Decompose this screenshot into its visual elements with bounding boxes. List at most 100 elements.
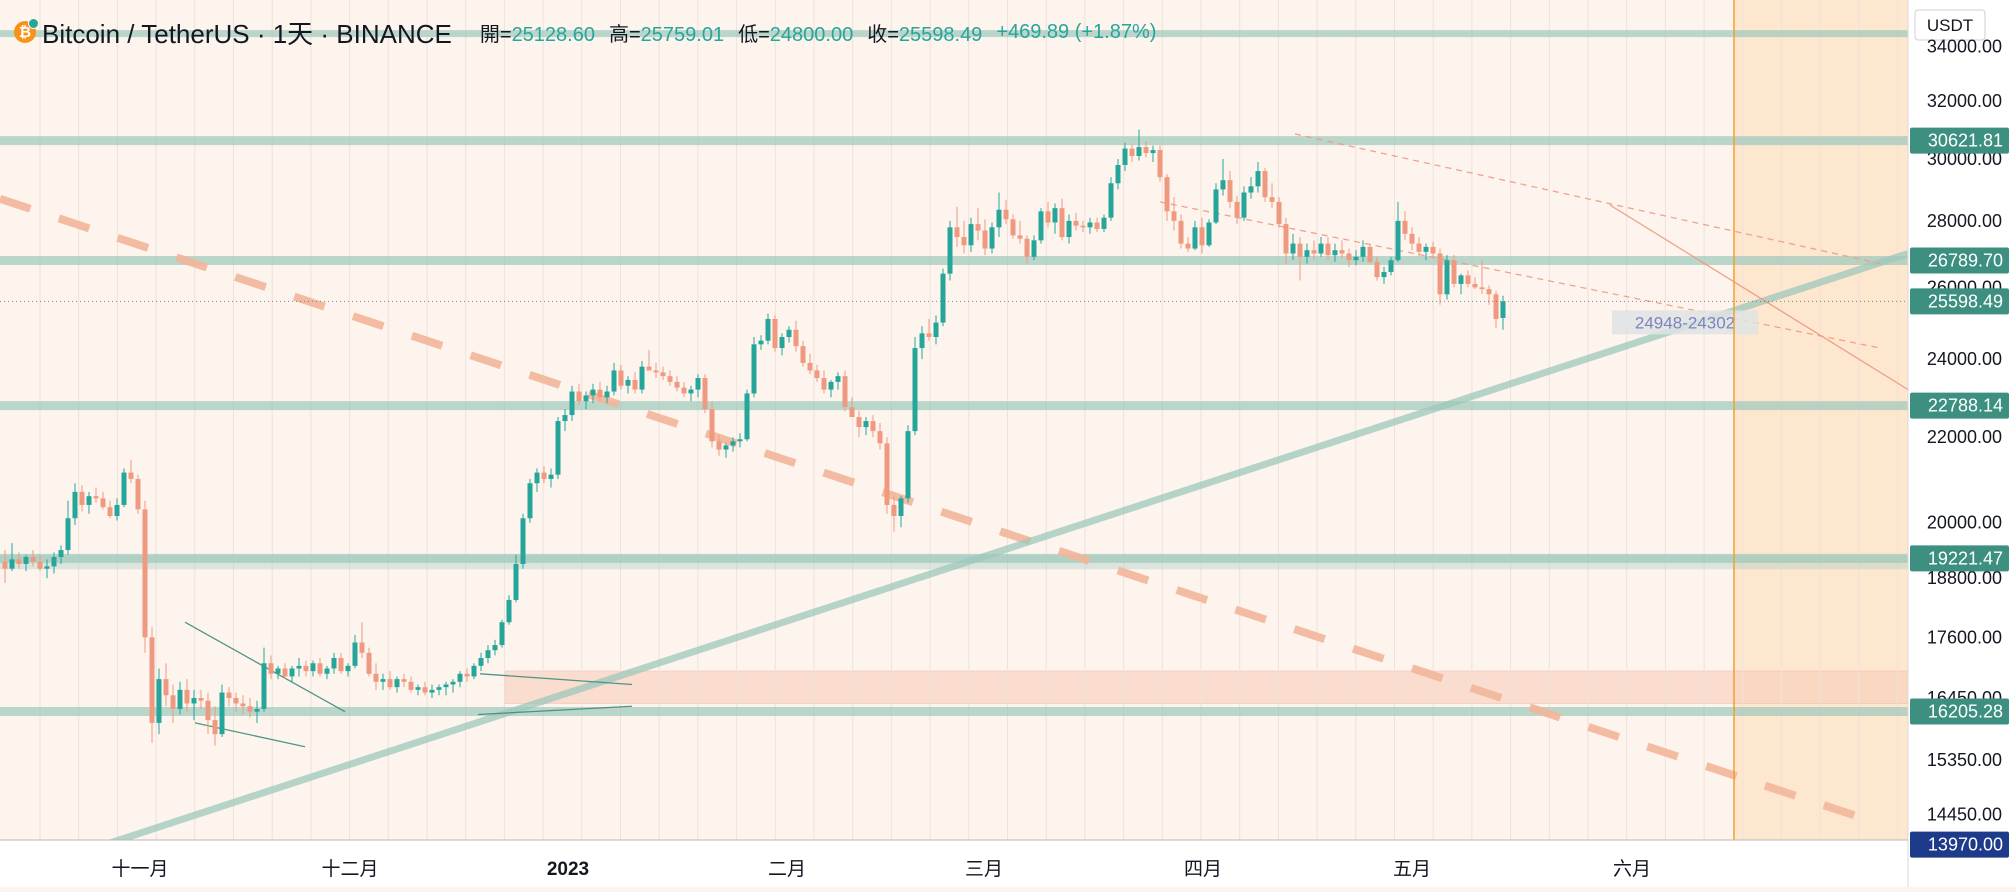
time-axis[interactable] [0,840,1908,887]
candle[interactable] [1374,261,1380,278]
candle[interactable] [1017,235,1023,239]
candle[interactable] [667,376,673,382]
candle[interactable] [1409,233,1415,244]
candle[interactable] [1178,220,1184,244]
candle[interactable] [1451,260,1457,284]
symbol-title[interactable]: Bitcoin / TetherUS · 1天 · BINANCE [42,18,452,49]
candle[interactable] [1220,180,1226,190]
candle[interactable] [86,496,92,505]
candle[interactable] [814,370,820,379]
candle[interactable] [1080,225,1086,228]
candle[interactable] [674,381,680,388]
candle[interactable] [583,395,589,402]
candle[interactable] [1213,189,1219,223]
candle[interactable] [1066,220,1072,238]
candle[interactable] [338,658,344,672]
candle[interactable] [898,498,904,517]
candle[interactable] [429,689,435,693]
candle[interactable] [709,409,715,442]
candle[interactable] [926,333,932,338]
candle[interactable] [723,445,729,450]
candle[interactable] [100,498,106,508]
candle[interactable] [324,668,330,674]
pattern-line[interactable] [477,705,633,716]
pattern-line[interactable] [479,673,633,686]
candle[interactable] [1297,243,1303,257]
candle[interactable] [23,556,29,565]
candle[interactable] [499,622,505,646]
candle[interactable] [289,668,295,677]
price-tag[interactable] [1910,392,2009,419]
price-tag[interactable] [1910,127,2009,154]
candle[interactable] [212,720,218,735]
candle[interactable] [282,668,288,677]
candle[interactable] [828,381,834,390]
candle[interactable] [856,417,862,428]
candle[interactable] [1227,180,1233,202]
candle[interactable] [1381,271,1387,278]
candle[interactable] [415,687,421,690]
candle[interactable] [359,642,365,653]
candle[interactable] [863,421,869,428]
candle[interactable] [1115,165,1121,184]
candle[interactable] [443,684,449,688]
candle[interactable] [1024,238,1030,257]
candle[interactable] [821,378,827,390]
candle[interactable] [1157,150,1163,178]
candle[interactable] [786,329,792,338]
candle[interactable] [1472,283,1478,288]
candle[interactable] [1199,227,1205,246]
candle[interactable] [135,478,141,510]
candle[interactable] [912,348,918,432]
candle[interactable] [520,518,526,565]
candle[interactable] [219,692,225,735]
candle[interactable] [1332,250,1338,256]
candle[interactable] [205,700,211,721]
candle[interactable] [954,227,960,238]
price-tag[interactable] [1910,247,2009,274]
candle[interactable] [751,344,757,394]
candle[interactable] [170,695,176,709]
candle[interactable] [1206,222,1212,246]
candle[interactable] [492,645,498,651]
candle[interactable] [779,337,785,349]
candle[interactable] [891,504,897,517]
candle[interactable] [387,679,393,688]
candle[interactable] [835,376,841,382]
candle[interactable] [807,362,813,371]
candle[interactable] [1143,147,1149,154]
currency-button[interactable] [1914,9,1986,41]
price-tag[interactable] [1910,288,2009,315]
candle[interactable] [310,663,316,672]
candle[interactable] [793,329,799,347]
candle[interactable] [72,491,78,519]
candle[interactable] [765,318,771,341]
candle[interactable] [457,673,463,682]
candle[interactable] [1276,201,1282,225]
candle[interactable] [240,703,246,707]
candle[interactable] [653,370,659,373]
candle[interactable] [37,561,43,569]
candle[interactable] [1283,224,1289,254]
candle[interactable] [261,663,267,709]
candle[interactable] [737,439,743,442]
candle[interactable] [982,230,988,249]
candle[interactable] [506,599,512,623]
candle[interactable] [401,679,407,682]
candle[interactable] [534,472,540,484]
candle[interactable] [142,509,148,638]
price-tag[interactable] [1910,545,2009,572]
candle[interactable] [1430,246,1436,254]
candle[interactable] [1150,150,1156,154]
candle[interactable] [660,372,666,377]
candle[interactable] [800,346,806,363]
candle[interactable] [1269,197,1275,202]
candle[interactable] [1255,171,1261,187]
candle[interactable] [842,376,848,408]
candle[interactable] [331,658,337,669]
candle[interactable] [2,561,8,569]
candle[interactable] [996,209,1002,228]
candle[interactable] [317,663,323,674]
candle[interactable] [576,391,582,402]
candle[interactable] [156,679,162,723]
